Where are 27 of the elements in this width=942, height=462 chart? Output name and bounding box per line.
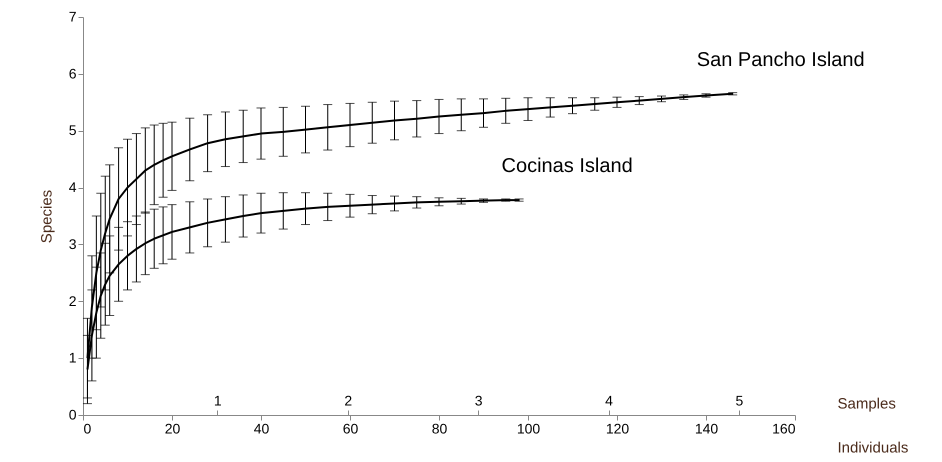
x2-tick-label: 1 [214, 392, 222, 408]
x2-tick-label: 2 [344, 392, 352, 408]
y-tick-label: 6 [68, 65, 77, 82]
series-label: Cocinas Island [502, 155, 633, 178]
y-tick-label: 0 [68, 406, 77, 422]
y-axis-title: Species [38, 190, 56, 244]
x-tick-label: 140 [694, 420, 718, 436]
y-tick-label: 4 [68, 179, 77, 196]
x-tick-label: 60 [342, 420, 358, 436]
series-label: San Pancho Island [696, 48, 865, 71]
x-tick-label: 160 [772, 420, 796, 436]
x-axis-title: Individuals [838, 440, 908, 456]
x2-axis-title: Samples [838, 396, 896, 412]
y-tick-label: 2 [68, 292, 77, 309]
y-tick-label: 3 [68, 236, 77, 252]
x-tick-label: 120 [606, 420, 630, 436]
x2-tick-label: 3 [474, 392, 483, 408]
y-tick-label: 1 [68, 350, 77, 366]
y-tick-label: 7 [68, 8, 77, 24]
x-tick-label: 40 [254, 420, 270, 436]
x2-tick-label: 4 [605, 392, 614, 408]
x-tick-label: 100 [516, 420, 540, 436]
x-tick-label: 80 [432, 420, 448, 436]
x-tick-label: 0 [84, 420, 92, 436]
x-tick-label: 20 [164, 420, 180, 436]
y-tick-label: 5 [68, 122, 77, 138]
x2-tick-label: 5 [736, 392, 744, 408]
